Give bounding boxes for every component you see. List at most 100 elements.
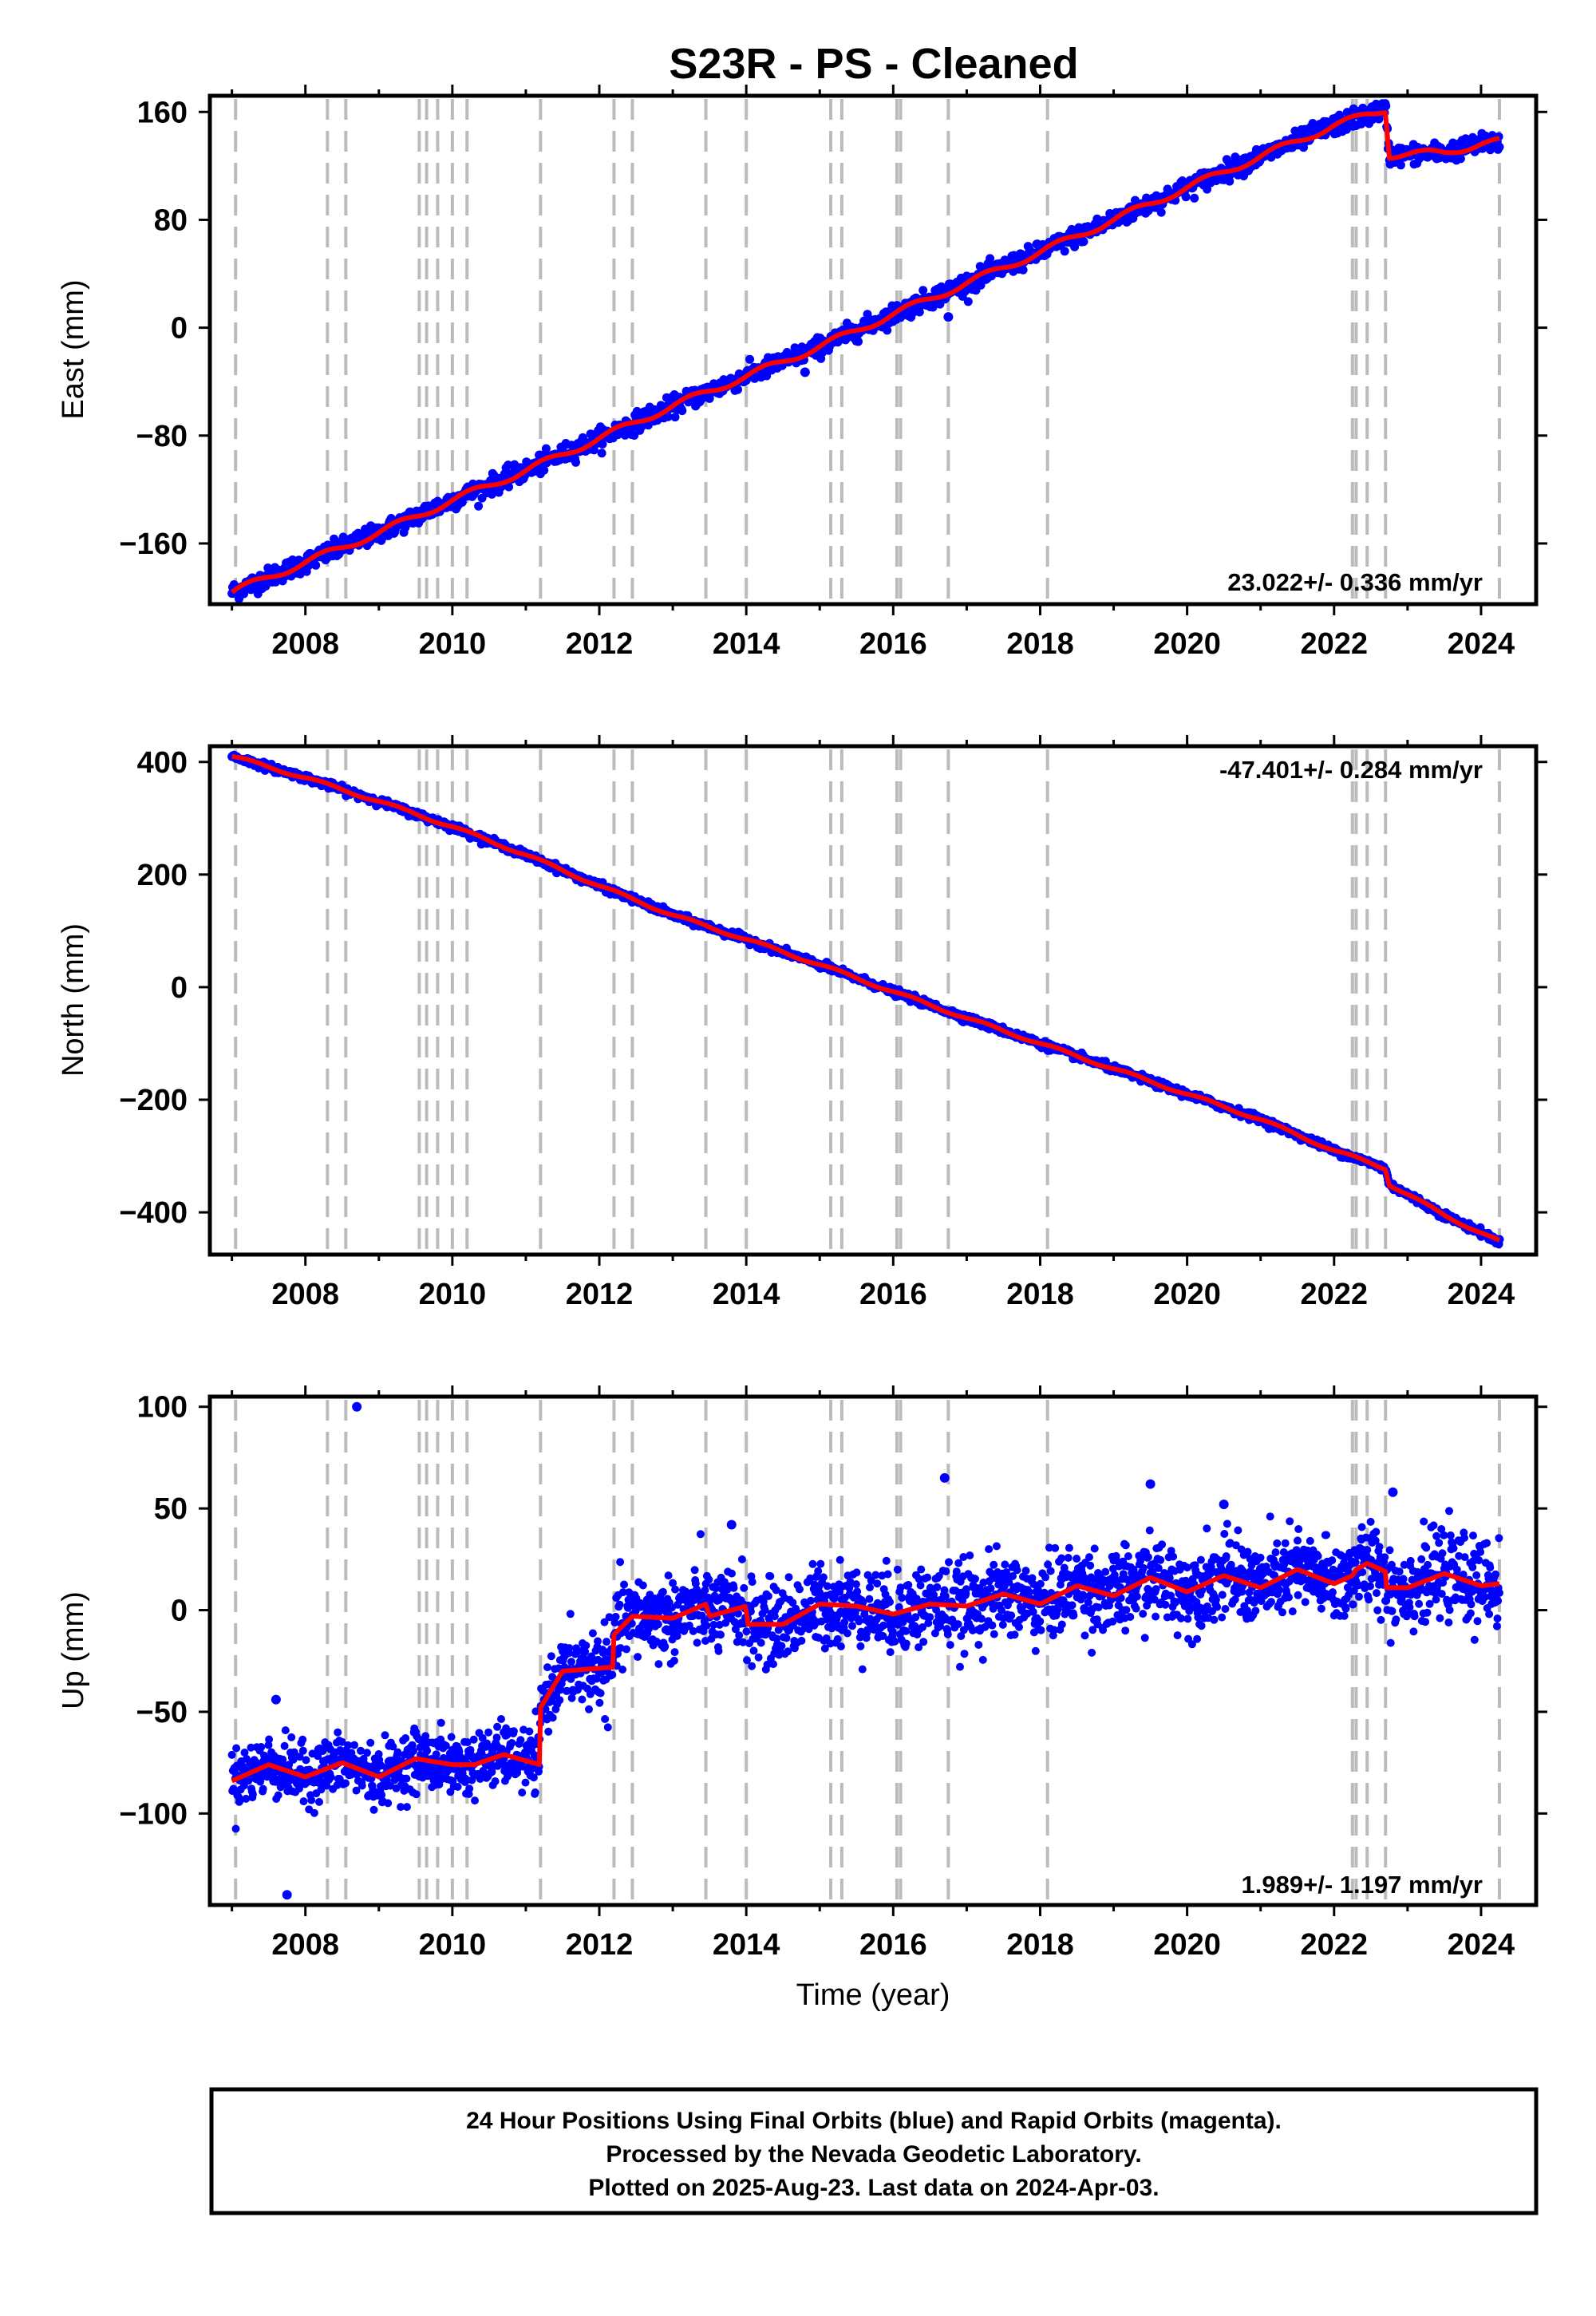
up-point xyxy=(259,1784,267,1793)
up-point xyxy=(265,1735,274,1744)
east-point xyxy=(571,457,580,467)
east-point xyxy=(504,460,513,470)
up-point xyxy=(516,1736,525,1745)
up-point xyxy=(634,1653,642,1662)
up-point xyxy=(342,1779,350,1788)
east-point xyxy=(598,440,607,449)
up-point xyxy=(358,1781,366,1790)
up-point xyxy=(525,1727,534,1736)
up-point xyxy=(257,1743,266,1751)
east-point xyxy=(854,337,863,346)
east-x-tick-label: 2014 xyxy=(713,627,780,661)
up-point xyxy=(693,1638,701,1647)
up-point xyxy=(567,1658,575,1666)
east-point xyxy=(330,534,339,543)
up-point xyxy=(742,1627,751,1636)
up-point xyxy=(280,1741,289,1750)
east-point xyxy=(1018,265,1028,275)
east-x-tick-label: 2020 xyxy=(1153,627,1221,661)
up-point xyxy=(566,1610,575,1618)
east-x-tick-label: 2012 xyxy=(566,627,634,661)
up-point xyxy=(769,1660,777,1669)
up-point xyxy=(453,1782,462,1791)
east-point xyxy=(1079,237,1088,247)
east-outlier-point-0 xyxy=(943,312,954,322)
east-point xyxy=(1374,114,1384,124)
up-point xyxy=(671,1585,680,1594)
up-point xyxy=(484,1728,493,1737)
east-point xyxy=(1060,247,1069,256)
up-point xyxy=(423,1746,432,1755)
up-point xyxy=(658,1587,667,1596)
up-point xyxy=(248,1790,257,1799)
up-point xyxy=(287,1733,296,1741)
up-point xyxy=(384,1799,393,1808)
east-x-tick-label: 2016 xyxy=(859,627,927,661)
up-panel: 2008 2010 2012 2014 2016 2018 2020 2022 2024 −10… xyxy=(57,1385,1547,1962)
east-point xyxy=(1190,193,1199,203)
up-point xyxy=(777,1642,786,1650)
east-y-axis-label: East (mm) xyxy=(57,279,90,419)
north-y-tick-label: 0 xyxy=(171,971,188,1005)
up-point xyxy=(409,1746,417,1755)
up-point xyxy=(491,1777,500,1785)
up-point xyxy=(366,1738,375,1747)
up-point xyxy=(729,1583,738,1592)
north-model-line xyxy=(231,753,1501,1243)
up-point xyxy=(492,1733,501,1742)
up-point xyxy=(307,1796,316,1804)
up-point xyxy=(471,1796,479,1805)
up-point xyxy=(596,1689,605,1697)
up-offset-lines xyxy=(234,1400,1501,1902)
up-point xyxy=(601,1715,610,1723)
east-y-tick-label: 0 xyxy=(171,312,188,346)
up-point xyxy=(728,1569,736,1578)
up-point xyxy=(362,1749,371,1757)
up-point xyxy=(509,1727,518,1736)
up-point xyxy=(654,1660,663,1669)
up-point xyxy=(717,1630,725,1639)
up-point xyxy=(670,1648,679,1657)
up-point xyxy=(544,1727,553,1736)
up-point xyxy=(521,1778,530,1787)
north-x-tick-label: 2014 xyxy=(713,1278,780,1311)
up-point xyxy=(298,1746,307,1755)
up-point xyxy=(702,1622,711,1630)
north-model-curve xyxy=(231,753,1501,1243)
up-point xyxy=(784,1573,793,1582)
north-panel: 2008 2010 2012 2014 2016 2018 2020 2022 2024 −40… xyxy=(57,735,1547,1311)
east-x-tick-label: 2008 xyxy=(271,627,339,661)
up-point xyxy=(381,1731,389,1740)
east-point xyxy=(539,465,549,475)
north-x-tick-label: 2020 xyxy=(1153,1278,1221,1311)
east-point xyxy=(1156,207,1166,217)
east-point xyxy=(1203,184,1212,194)
up-point xyxy=(616,1558,625,1567)
up-point xyxy=(782,1634,791,1642)
up-point xyxy=(705,1575,713,1584)
up-point xyxy=(315,1797,323,1806)
up-point xyxy=(465,1784,474,1793)
up-point xyxy=(737,1555,746,1563)
east-point xyxy=(762,371,772,381)
up-point xyxy=(661,1642,670,1651)
up-point xyxy=(611,1612,620,1621)
up-point xyxy=(543,1663,551,1672)
north-x-tick-label: 2016 xyxy=(859,1278,927,1311)
east-y-tick-label: 80 xyxy=(154,204,188,237)
up-point xyxy=(299,1797,308,1806)
up-point xyxy=(670,1656,678,1665)
east-point xyxy=(663,412,673,421)
east-y-tick-label: −80 xyxy=(136,420,188,453)
up-point xyxy=(555,1696,564,1705)
up-point xyxy=(402,1774,411,1783)
east-x-tick-label: 2024 xyxy=(1448,627,1515,661)
east-x-ticks: 2008 2010 2012 2014 2016 2018 2020 2022 2024 xyxy=(231,85,1515,661)
up-point xyxy=(531,1788,539,1796)
east-rate-annotation: 23.022+/- 0.336 mm/yr xyxy=(1227,568,1483,596)
up-point xyxy=(547,1652,555,1661)
east-point xyxy=(928,302,938,312)
north-x-tick-label: 2024 xyxy=(1448,1278,1515,1311)
